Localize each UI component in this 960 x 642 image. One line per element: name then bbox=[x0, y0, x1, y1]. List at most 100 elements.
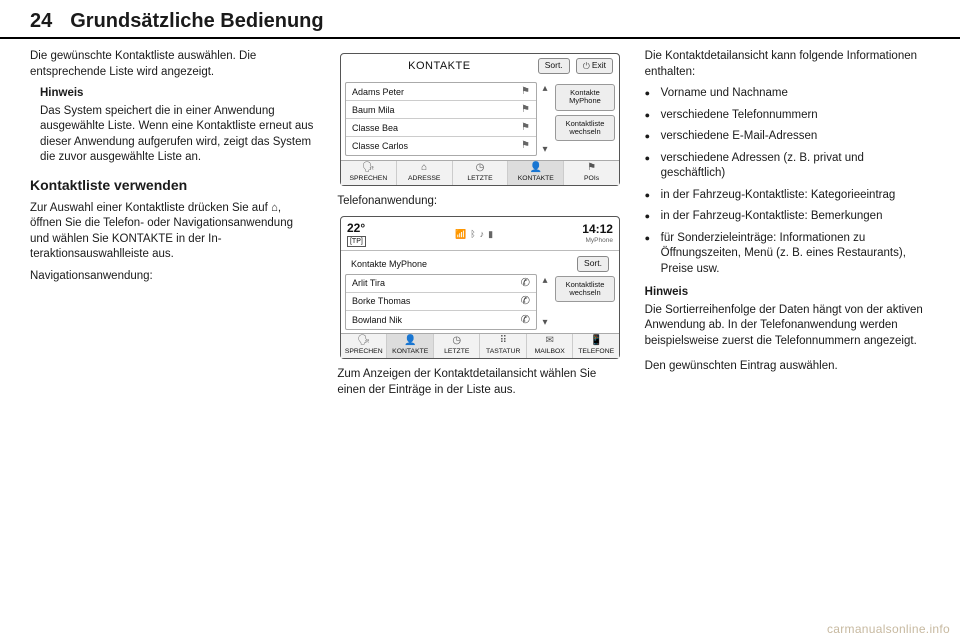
nav-exit-button[interactable]: ⏻ Exit bbox=[576, 58, 613, 74]
phone-sort-button[interactable]: Sort. bbox=[577, 256, 609, 271]
phone-row-label: Bowland Nik bbox=[352, 314, 402, 326]
list-item: verschiedene E-Mail-Adressen bbox=[645, 129, 930, 145]
clock-icon: ◷ bbox=[476, 163, 485, 173]
nav-tab-pois[interactable]: ⚑ POIs bbox=[564, 161, 619, 185]
columns: Die gewünschte Kontaktliste auswäh­len. … bbox=[0, 39, 960, 404]
col1-note-title: Hinweis bbox=[40, 86, 315, 102]
chevron-down-icon: ▾ bbox=[542, 143, 547, 157]
nav-tab-label: KONTAKTE bbox=[518, 174, 554, 183]
phone-icon: ✆ bbox=[521, 276, 530, 291]
nav-body: KONTAKTE Sort. ⏻ Exit Adams Peter bbox=[341, 54, 619, 160]
phone-tab-label: LETZTE bbox=[444, 347, 469, 356]
list-item: für Sonderzieleinträge: Informati­onen z… bbox=[645, 231, 930, 278]
music-icon: ♪ bbox=[480, 228, 485, 240]
phones-icon: 📱 bbox=[590, 336, 602, 346]
col1-note: Hinweis Das System speichert die in eine… bbox=[40, 86, 315, 166]
column-1: Die gewünschte Kontaktliste auswäh­len. … bbox=[30, 49, 315, 404]
phone-tab-contacts[interactable]: 👤 KONTAKTE bbox=[387, 334, 434, 358]
phone-icon: ✆ bbox=[521, 313, 530, 328]
phone-side-switch-button[interactable]: Kontaktliste wechseln bbox=[555, 276, 615, 303]
col1-paragraph-2: Zur Auswahl einer Kontaktliste drücken S… bbox=[30, 201, 315, 263]
phone-tab-speak[interactable]: 🗣 SPRECHEN bbox=[341, 334, 388, 358]
nav-tab-speak[interactable]: 🗣 SPRECHEN bbox=[341, 161, 397, 185]
nav-row-label: Classe Carlos bbox=[352, 140, 408, 152]
phone-bottom-bar: 🗣 SPRECHEN 👤 KONTAKTE ◷ LETZTE ⠿ TASTATU… bbox=[341, 333, 619, 358]
phone-tab-label: TELEFONE bbox=[578, 347, 614, 356]
phone-tab-label: TASTATUR bbox=[486, 347, 520, 356]
phone-tab-label: KONTAKTE bbox=[392, 347, 428, 356]
flag-icon: ⚑ bbox=[521, 85, 530, 99]
nav-row-label: Baum Mila bbox=[352, 104, 395, 116]
flag-icon: ⚑ bbox=[521, 121, 530, 135]
col1-note-body: Das System speichert die in einer Anwend… bbox=[40, 104, 315, 166]
phone-row-label: Borke Thomas bbox=[352, 295, 410, 307]
phone-tab-label: MAILBOX bbox=[535, 347, 565, 356]
chevron-up-icon: ▴ bbox=[542, 82, 547, 96]
nav-side-switch-button[interactable]: Kontaktliste wechseln bbox=[555, 115, 615, 142]
page: 24 Grundsätzliche Bedienung Die gewünsch… bbox=[0, 0, 960, 642]
phone-scrollbar[interactable]: ▴ ▾ bbox=[539, 274, 551, 330]
col3-end: Den gewünschten Eintrag auswäh­len. bbox=[645, 359, 930, 375]
page-title: Grundsätzliche Bedienung bbox=[70, 10, 323, 33]
poi-icon: ⚑ bbox=[587, 163, 596, 173]
phone-list-title: Kontakte MyPhone bbox=[351, 258, 427, 270]
nav-tab-contacts[interactable]: 👤 KONTAKTE bbox=[508, 161, 564, 185]
speak-icon: 🗣 bbox=[357, 336, 370, 346]
signal-icon: 📶 bbox=[455, 228, 466, 240]
list-item: verschiedene Adressen (z. B. pri­vat und… bbox=[645, 151, 930, 182]
list-item: in der Fahrzeug-Kontaktliste: Ka­tegorie… bbox=[645, 188, 930, 204]
column-2: KONTAKTE Sort. ⏻ Exit Adams Peter bbox=[337, 49, 622, 404]
phone-tab-phones[interactable]: 📱 TELEFONE bbox=[573, 334, 619, 358]
nav-sort-button[interactable]: Sort. bbox=[538, 58, 570, 73]
nav-tab-address[interactable]: ⌂ ADRESSE bbox=[397, 161, 453, 185]
phone-list-row[interactable]: Arlit Tira ✆ bbox=[346, 275, 536, 293]
phone-title-row: Kontakte MyPhone Sort. bbox=[345, 254, 615, 273]
phone-screenshot: 22° [TP] 📶 ᛒ ♪ ▮ 14:12 MyPhone bbox=[340, 216, 620, 359]
page-header: 24 Grundsätzliche Bedienung bbox=[0, 0, 960, 39]
chevron-down-icon: ▾ bbox=[542, 316, 547, 330]
contacts-icon: 👤 bbox=[404, 336, 416, 346]
nav-tab-recent[interactable]: ◷ LETZTE bbox=[453, 161, 509, 185]
nav-bottom-bar: 🗣 SPRECHEN ⌂ ADRESSE ◷ LETZTE 👤 KONTAKTE bbox=[341, 160, 619, 185]
clock-icon: ◷ bbox=[452, 336, 461, 346]
list-item: in der Fahrzeug-Kontaktliste: Be­merkung… bbox=[645, 209, 930, 225]
phone-tab-mailbox[interactable]: ✉ MAILBOX bbox=[527, 334, 574, 358]
bluetooth-icon: ᛒ bbox=[470, 228, 475, 240]
nav-list-row[interactable]: Baum Mila ⚑ bbox=[346, 101, 536, 119]
col1-paragraph-1: Die gewünschte Kontaktliste auswäh­len. … bbox=[30, 49, 315, 80]
phone-statusbar: 22° [TP] 📶 ᛒ ♪ ▮ 14:12 MyPhone bbox=[341, 217, 619, 252]
phone-side: Kontaktliste wechseln bbox=[555, 274, 615, 330]
nav-scrollbar[interactable]: ▴ ▾ bbox=[539, 82, 551, 156]
nav-list-row[interactable]: Classe Bea ⚑ bbox=[346, 119, 536, 137]
page-number: 24 bbox=[30, 10, 52, 33]
nav-side: Kontakte MyPhone Kontaktliste wechseln bbox=[555, 82, 615, 156]
power-icon: ⏻ bbox=[583, 60, 590, 72]
battery-icon: ▮ bbox=[488, 228, 493, 240]
phone-list-row[interactable]: Borke Thomas ✆ bbox=[346, 293, 536, 311]
col2-paragraph-1: Telefonanwendung: bbox=[337, 194, 622, 210]
nav-side-contacts-button[interactable]: Kontakte MyPhone bbox=[555, 84, 615, 111]
speak-icon: 🗣 bbox=[362, 163, 375, 173]
nav-screenshot: KONTAKTE Sort. ⏻ Exit Adams Peter bbox=[340, 53, 620, 186]
nav-list-row[interactable]: Adams Peter ⚑ bbox=[346, 83, 536, 101]
phone-tab-recent[interactable]: ◷ LETZTE bbox=[434, 334, 481, 358]
nav-list-row[interactable]: Classe Carlos ⚑ bbox=[346, 137, 536, 155]
nav-tab-label: SPRECHEN bbox=[349, 174, 387, 183]
nav-row-label: Adams Peter bbox=[352, 86, 404, 98]
col1-heading: Kontaktliste verwenden bbox=[30, 176, 315, 195]
phone-list-row[interactable]: Bowland Nik ✆ bbox=[346, 311, 536, 329]
phone-row-label: Arlit Tira bbox=[352, 277, 385, 289]
phone-tab-keypad[interactable]: ⠿ TASTATUR bbox=[480, 334, 527, 358]
clock: 14:12 bbox=[582, 221, 613, 237]
contacts-icon: 👤 bbox=[530, 163, 542, 173]
nav-tab-label: ADRESSE bbox=[408, 174, 440, 183]
temperature: 22° bbox=[347, 220, 365, 236]
keypad-icon: ⠿ bbox=[500, 336, 507, 346]
col3-note-title: Hinweis bbox=[645, 285, 930, 301]
list-item: Vorname und Nachname bbox=[645, 86, 930, 102]
col3-note: Hinweis Die Sortierreihenfolge der Daten… bbox=[645, 285, 930, 349]
device-name: MyPhone bbox=[582, 237, 613, 246]
column-3: Die Kontaktdetailansicht kann fol­gende … bbox=[645, 49, 930, 404]
mailbox-icon: ✉ bbox=[546, 336, 554, 346]
nav-list: Adams Peter ⚑ Baum Mila ⚑ Classe Bea ⚑ bbox=[345, 82, 537, 156]
